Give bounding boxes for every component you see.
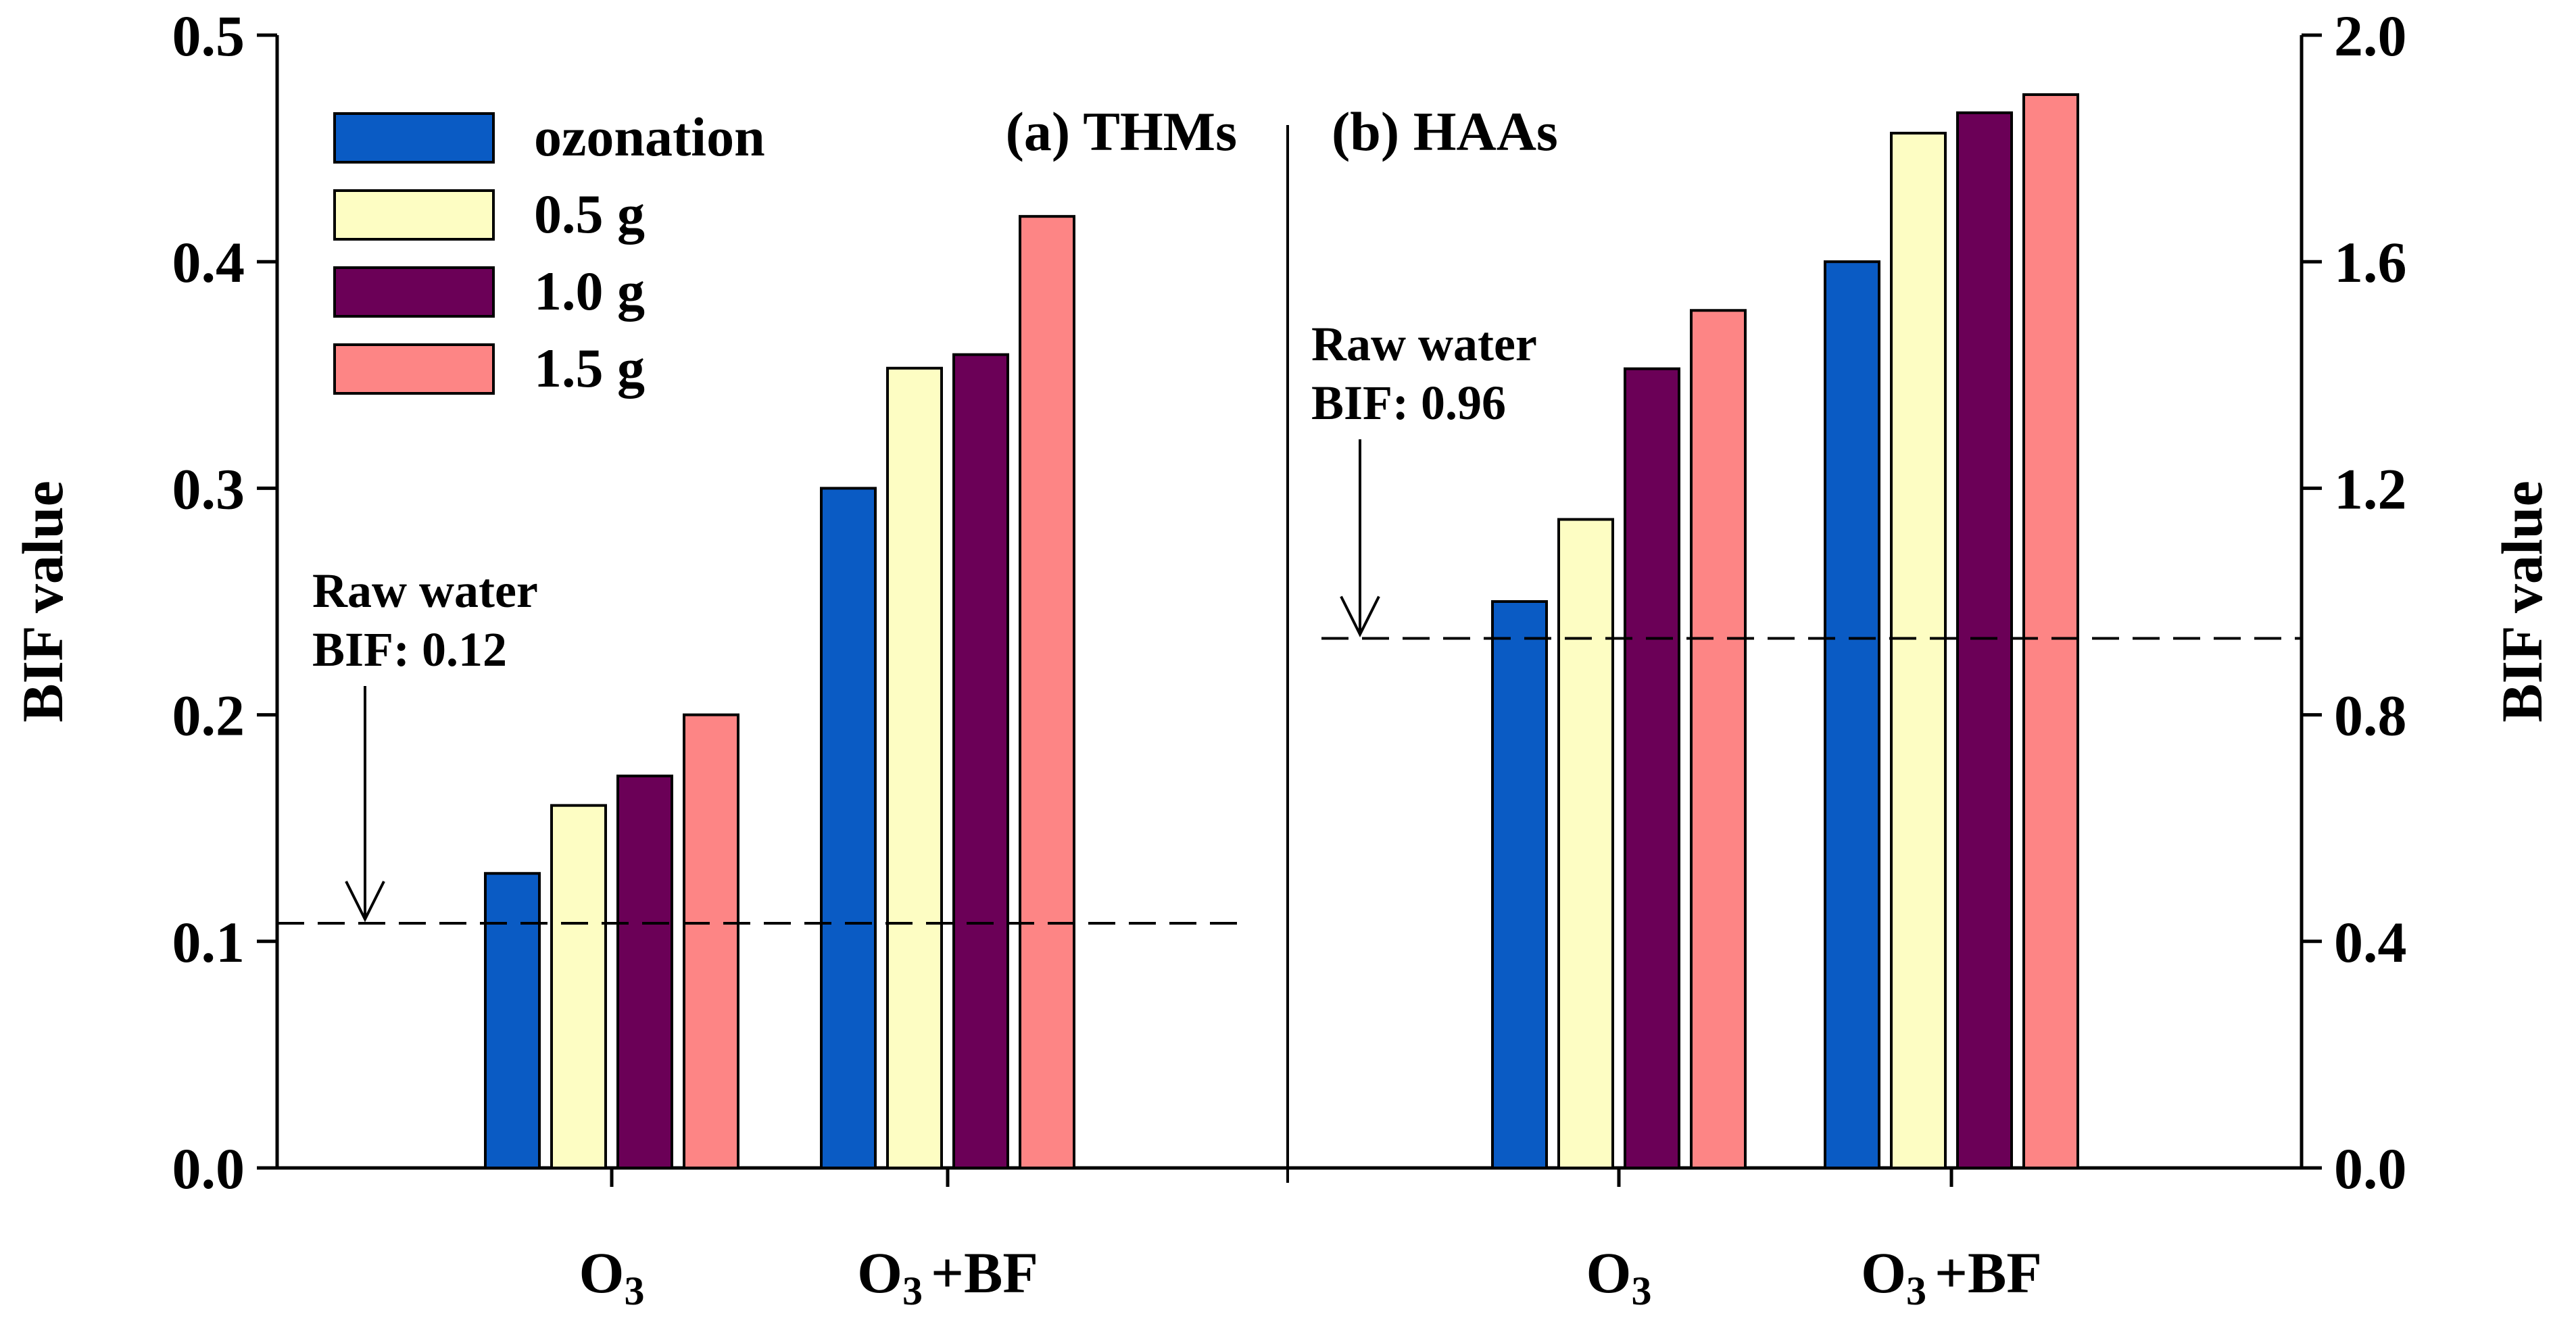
- y-tick-label: 0.8: [2334, 683, 2407, 748]
- y-tick-label: 2.0: [2334, 3, 2407, 68]
- raw-water-label: Raw water: [1311, 317, 1537, 371]
- y-tick-label: 0.4: [172, 230, 245, 295]
- y-tick-label: 0.5: [172, 3, 245, 68]
- panel-title: (a) THMs: [1006, 101, 1237, 162]
- y-tick-label: 0.0: [2334, 1136, 2407, 1201]
- bar-1-5-g: [1690, 309, 1747, 1170]
- bar-ozonation: [484, 872, 541, 1169]
- category-suffix: +BF: [1935, 1240, 2042, 1305]
- legend-label: 0.5 g: [534, 183, 645, 245]
- y-tick-label: 1.2: [2334, 456, 2407, 521]
- legend-label: 1.5 g: [534, 337, 645, 399]
- category-suffix: +BF: [931, 1240, 1038, 1305]
- bar-0-5-g: [1890, 131, 1947, 1169]
- bar-1-0-g: [1624, 367, 1680, 1169]
- category-subscript: 3: [1631, 1269, 1651, 1313]
- category-label: O3: [579, 1240, 645, 1313]
- legend-swatch-1-0-g: [333, 266, 495, 318]
- legend: ozonation 0.5 g 1.0 g 1.5 g: [333, 106, 765, 399]
- bar-0-5-g: [550, 804, 607, 1170]
- raw-water-label: Raw water: [312, 564, 538, 618]
- category-label: O3 +BF: [857, 1240, 1038, 1313]
- bar-1-0-g: [952, 353, 1009, 1170]
- bar-0-5-g: [886, 366, 943, 1169]
- legend-swatch-0-5-g: [333, 189, 495, 241]
- category-main: O: [1586, 1240, 1632, 1305]
- bar-ozonation: [1491, 600, 1548, 1169]
- bar-ozonation: [820, 487, 877, 1169]
- y-tick-label: 1.6: [2334, 230, 2407, 295]
- y-tick-label: 0.0: [172, 1136, 245, 1201]
- category-label: O3: [1586, 1240, 1652, 1313]
- category-main: O: [1861, 1240, 1906, 1305]
- category-main: O: [579, 1240, 625, 1305]
- bar-1-5-g: [2022, 93, 2079, 1170]
- reference-arrow-head: [345, 881, 385, 923]
- category-main: O: [857, 1240, 902, 1305]
- bar-1-0-g: [616, 775, 673, 1169]
- y-tick-label: 0.1: [172, 910, 245, 975]
- raw-water-bif-label: BIF: 0.96: [1311, 376, 1506, 430]
- y-tick-label: 0.2: [172, 683, 245, 748]
- reference-arrow-head: [1340, 595, 1380, 637]
- bar-ozonation: [1824, 260, 1880, 1170]
- bar-1-5-g: [1019, 215, 1075, 1169]
- category-subscript: 3: [902, 1269, 923, 1313]
- legend-label: ozonation: [534, 106, 765, 168]
- legend-swatch-1-5-g: [333, 343, 495, 395]
- bar-1-0-g: [1956, 111, 2013, 1169]
- bar-0-5-g: [1557, 518, 1614, 1169]
- category-subscript: 3: [624, 1269, 644, 1313]
- y-axis-title: BIF value: [2489, 481, 2554, 723]
- bar-1-5-g: [683, 713, 739, 1169]
- panel-title: (b) HAAs: [1332, 101, 1558, 162]
- y-tick-label: 0.3: [172, 456, 245, 521]
- y-tick-label: 0.4: [2334, 910, 2407, 975]
- category-label: O3 +BF: [1861, 1240, 2042, 1313]
- legend-label: 1.0 g: [534, 260, 645, 322]
- y-axis-title: BIF value: [10, 481, 75, 723]
- raw-water-bif-label: BIF: 0.12: [312, 622, 507, 677]
- legend-swatch-ozonation: [333, 112, 495, 164]
- category-subscript: 3: [1906, 1269, 1926, 1313]
